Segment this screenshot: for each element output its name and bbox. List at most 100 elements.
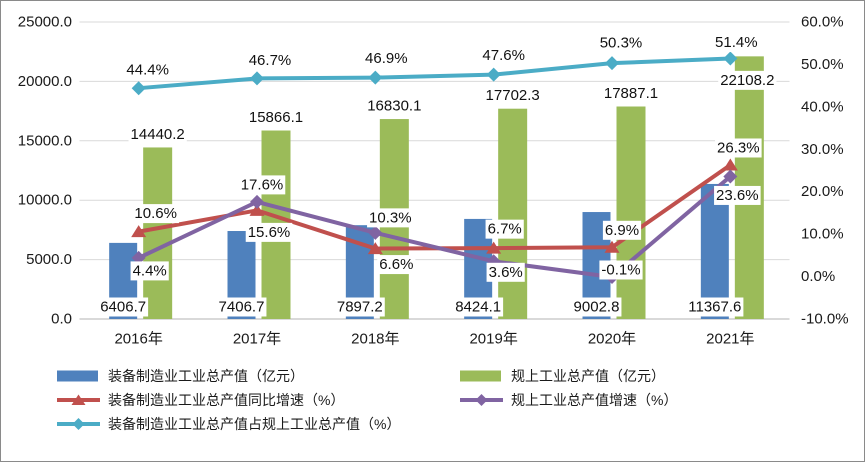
legend-label-ratio: 装备制造业工业总产值占规上工业总产值（%） <box>108 415 401 432</box>
label-series2-4: 6.9% <box>605 222 639 239</box>
label-bar0-0: 6406.7 <box>100 299 146 316</box>
label-series2-2-bg <box>377 255 416 275</box>
label-series2-2: 6.6% <box>379 256 413 273</box>
marker-series2-2 <box>367 242 383 255</box>
label-series4-2-bg <box>363 49 410 69</box>
marker-series3-5 <box>723 169 738 184</box>
label-bar0-1: 7406.7 <box>219 299 265 316</box>
marker-series2-5 <box>722 158 738 171</box>
label-series4-1-bg <box>246 50 294 70</box>
legend-item-gross-growth: 规上工业总产值增速（%） <box>459 391 677 408</box>
bar-swatch-green-icon <box>460 370 501 381</box>
label-series2-5: 26.3% <box>717 139 760 156</box>
label-series3-0-bg <box>130 261 169 281</box>
label-series3-5-bg <box>714 185 761 205</box>
x-axis-category-label: 2021年 <box>706 331 754 348</box>
label-series4-5: 51.4% <box>715 34 758 51</box>
right-axis-tick: 10.0% <box>801 226 844 243</box>
label-bar0-4-bg <box>571 297 622 317</box>
label-bar1-0-bg <box>128 124 187 144</box>
label-bar1-4-bg <box>601 84 661 104</box>
label-series2-0-bg <box>132 204 179 224</box>
label-series2-4-bg <box>602 220 642 240</box>
left-axis-tick: 15000.0 <box>18 132 72 149</box>
label-bar0-5: 11367.6 <box>688 299 741 316</box>
label-series2-1-bg <box>245 222 293 242</box>
line-series3 <box>136 174 733 279</box>
left-axis-tick: 5000.0 <box>26 251 72 268</box>
label-bar0-2: 7897.2 <box>337 299 383 316</box>
label-series2-3: 6.7% <box>488 221 522 238</box>
line-diamond-swatch-cyan-icon <box>57 417 100 430</box>
marker-series2-4 <box>604 240 620 253</box>
marker-series4-2 <box>368 70 383 85</box>
label-bar0-3-bg <box>453 297 504 317</box>
legend-swatch-rect <box>460 370 501 381</box>
marker-series4-5 <box>723 51 738 66</box>
marker-series4-3 <box>486 67 501 82</box>
label-series4-3-bg <box>480 46 527 66</box>
right-axis-tick: 0.0% <box>801 268 835 285</box>
label-series2-0: 10.6% <box>134 205 177 222</box>
label-bar1-3-bg <box>483 86 542 106</box>
label-series3-2-bg <box>367 208 414 228</box>
label-bar1-3: 17702.3 <box>486 87 540 104</box>
marker-series4-1 <box>250 71 264 86</box>
label-bar1-5-bg <box>718 70 777 90</box>
label-series4-4: 50.3% <box>600 35 643 52</box>
x-axis-category-label: 2020年 <box>588 331 636 348</box>
legend-swatch-marker <box>475 393 488 406</box>
x-axis-category-label: 2019年 <box>469 331 517 348</box>
left-axis-tick: 10000.0 <box>18 192 72 209</box>
line-series4 <box>136 56 733 91</box>
label-bar1-2-bg <box>365 96 424 116</box>
label-bar0-3: 8424.1 <box>455 299 501 316</box>
label-series3-3: 3.6% <box>489 264 523 281</box>
right-axis-tick: 40.0% <box>801 98 844 115</box>
label-series4-4-bg <box>597 33 645 53</box>
x-axis-category-label: 2018年 <box>351 331 399 348</box>
marker-series4-0 <box>131 81 146 96</box>
label-bar0-2-bg <box>334 297 385 317</box>
label-series2-3-bg <box>485 219 524 239</box>
label-series4-5-bg <box>713 32 760 52</box>
legend-item-gross-output: 规上工业总产值（亿元） <box>459 367 665 384</box>
label-series4-3: 47.6% <box>482 47 525 64</box>
label-series3-5: 23.6% <box>716 187 759 204</box>
right-axis-tick: 60.0% <box>801 14 844 31</box>
legend-item-equip-growth: 装备制造业工业总产值同比增速（%） <box>56 391 344 408</box>
label-bar1-4: 17887.1 <box>604 85 658 102</box>
marker-series2-3 <box>486 241 502 254</box>
left-axis-tick: 20000.0 <box>18 73 72 90</box>
label-series3-3-bg <box>486 262 525 282</box>
legend-swatch-marker <box>71 394 86 405</box>
label-series3-1: 17.6% <box>241 176 284 193</box>
legend-label-gross-output: 规上工业总产值（亿元） <box>511 367 665 384</box>
legend-swatch-marker <box>72 417 85 430</box>
label-bar1-2: 16830.1 <box>367 98 421 115</box>
left-axis-tick: 0.0 <box>51 311 72 328</box>
line-diamond-swatch-purple-icon <box>460 393 503 406</box>
label-bar0-1-bg <box>216 297 267 317</box>
label-series2-1: 15.6% <box>248 224 291 241</box>
legend-item-ratio: 装备制造业工业总产值占规上工业总产值（%） <box>56 415 400 432</box>
legend-label-equip-output: 装备制造业工业总产值（亿元） <box>108 367 304 384</box>
label-series4-0-bg <box>124 60 171 80</box>
label-series3-0: 4.4% <box>133 262 167 279</box>
label-series3-4: -0.1% <box>601 261 640 278</box>
marker-series2-1 <box>249 203 265 216</box>
marker-series2-0 <box>131 225 147 238</box>
label-bar1-5: 22108.2 <box>720 72 774 89</box>
right-axis-tick: -10.0% <box>801 311 849 328</box>
marker-series3-1 <box>250 194 264 209</box>
label-bar1-0: 14440.2 <box>131 126 185 143</box>
label-bar1-1: 15866.1 <box>249 109 303 126</box>
label-series4-0: 44.4% <box>126 62 169 79</box>
legend-label-equip-growth: 装备制造业工业总产值同比增速（%） <box>108 391 345 408</box>
bar-series1-4 <box>616 106 646 319</box>
label-series2-5-bg <box>715 138 762 158</box>
label-series3-2: 10.3% <box>369 209 412 226</box>
right-axis-tick: 20.0% <box>801 183 844 200</box>
